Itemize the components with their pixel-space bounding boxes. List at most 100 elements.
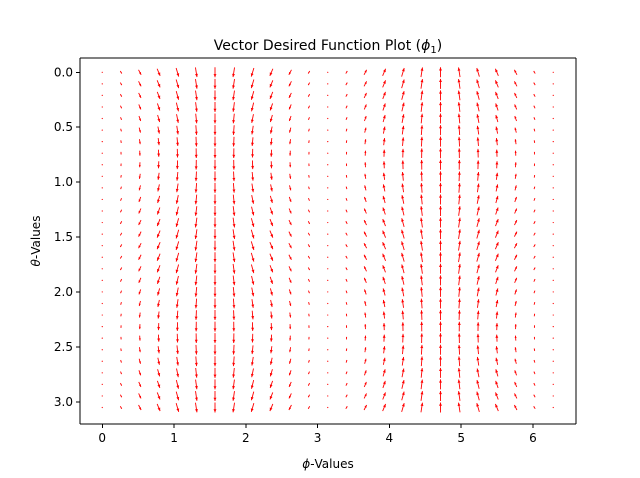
x-tick-label: 4 [386,431,394,445]
vector-arrow [250,102,255,112]
vector-arrow [120,140,122,144]
vector-arrow [157,346,161,354]
vector-arrow [533,302,536,305]
vector-arrow [458,217,461,228]
vector-arrow [514,139,517,145]
vector-arrow [420,159,424,170]
vector-arrow [138,92,142,99]
vector-arrow [494,68,499,77]
vector-arrow [327,221,329,224]
vector-arrow [269,357,273,365]
vector-arrow [439,275,442,286]
x-axis-ticks: 0 1 2 3 4 5 6 [98,424,537,445]
vector-arrow [494,253,499,261]
vector-arrow [327,210,329,212]
vector-arrow [514,208,518,214]
vector-arrow [420,78,424,89]
vector-arrow [457,136,461,147]
y-tick-label: 3.0 [54,395,73,409]
vector-arrow [533,278,536,282]
vector-arrow [269,207,274,215]
vector-arrow [401,391,405,401]
vector-arrow [458,287,461,297]
vector-arrow [101,175,103,177]
vector-arrow [439,252,442,263]
x-tick-label: 6 [529,431,537,445]
vector-arrow [288,219,292,226]
vector-arrow [101,349,103,351]
vector-arrow [175,287,179,297]
vector-arrow [138,127,141,133]
vector-arrow [514,266,518,272]
vector-arrow [308,128,310,132]
vector-arrow [138,115,142,122]
vector-arrow [401,183,405,193]
vector-arrow [232,206,236,216]
vector-arrow [420,287,423,297]
vector-arrow [157,369,161,377]
vector-arrow [232,217,236,228]
vector-arrow [213,298,217,309]
vector-arrow [307,244,311,248]
vector-arrow [157,149,161,157]
vector-arrow [101,291,103,293]
vector-arrow [382,241,387,250]
y-tick-label: 0.5 [54,120,73,134]
vector-arrow [401,125,405,135]
x-axis-label-symbol: ϕ [302,457,310,471]
vector-arrow [401,241,405,251]
vector-arrow [401,299,405,308]
vector-arrow [157,334,161,342]
vector-arrow [232,252,236,263]
vector-arrow [327,256,329,258]
vector-arrow [269,346,273,354]
vector-arrow [495,380,499,389]
vector-arrow [213,321,217,332]
vector-arrow [364,162,367,168]
vector-arrow [176,345,179,355]
vector-arrow [552,94,554,97]
vector-arrow [533,209,536,213]
vector-arrow [175,310,179,320]
vector-arrow [176,125,180,135]
vector-arrow [120,105,123,109]
vector-arrow [476,102,480,112]
y-tick-label: 2.5 [54,340,73,354]
vector-arrow [308,359,310,363]
vector-arrow [157,311,161,319]
vector-arrow [533,267,536,271]
vector-arrow [101,71,103,73]
vector-arrow [345,105,348,109]
vector-arrow [269,369,273,377]
vector-arrow [213,252,217,263]
vector-arrow [157,276,161,285]
vector-arrow [439,333,442,344]
vector-arrow [514,335,517,341]
vector-arrow [363,219,367,226]
vector-arrow [101,406,103,409]
vector-arrow [269,392,274,400]
vector-arrow [439,90,442,101]
vector-arrow [363,277,367,284]
vector-arrow [514,127,517,133]
vector-arrow [251,299,255,308]
vector-arrow [363,266,367,272]
vector-arrow [138,254,142,260]
vector-arrow [308,371,310,375]
vector-arrow [439,101,442,112]
vector-arrow [345,382,348,386]
vector-arrow [101,245,103,247]
vector-field [101,67,554,413]
x-tick-label: 0 [98,431,106,445]
vector-arrow [533,313,536,317]
vector-arrow [156,241,161,250]
vector-arrow [420,113,424,124]
vector-arrow [420,379,424,390]
vector-arrow [269,114,273,123]
vector-arrow [382,392,386,400]
vector-arrow [327,106,329,108]
vector-arrow [175,275,179,285]
vector-arrow [514,196,517,203]
vector-arrow [439,171,442,182]
vector-arrow [289,162,292,168]
